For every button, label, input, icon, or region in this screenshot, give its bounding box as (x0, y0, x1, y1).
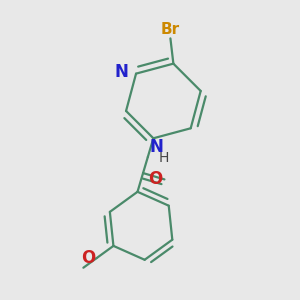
Text: Br: Br (161, 22, 180, 37)
Text: O: O (81, 249, 95, 267)
Text: H: H (159, 151, 169, 165)
Text: O: O (148, 170, 162, 188)
Text: N: N (115, 63, 129, 81)
Text: N: N (149, 137, 163, 155)
